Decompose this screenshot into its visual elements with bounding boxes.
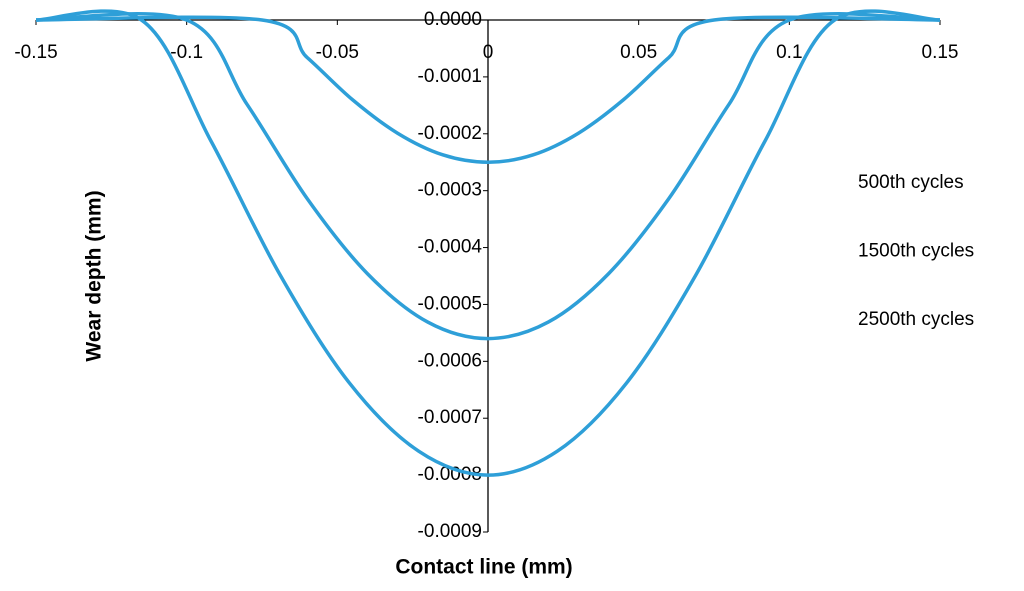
x-tick-label: 0.1 [776, 42, 802, 63]
y-tick-label: -0.0006 [418, 350, 482, 371]
y-tick-label: -0.0009 [418, 521, 482, 542]
y-tick-label: -0.0005 [418, 293, 482, 314]
x-axis-title: Contact line (mm) [395, 556, 572, 579]
y-tick-label: -0.0002 [418, 123, 482, 144]
y-tick-label: -0.0008 [418, 464, 482, 485]
legend-label: 2500th cycles [858, 309, 974, 330]
x-tick-label: -0.1 [170, 42, 203, 63]
y-tick-label: -0.0007 [418, 407, 482, 428]
legend-label: 1500th cycles [858, 241, 974, 262]
y-tick-label: 0.0000 [424, 9, 482, 30]
legend-label: 500th cycles [858, 172, 964, 193]
series-line [35, 9, 941, 477]
x-tick-label: 0 [483, 42, 494, 63]
y-tick-label: -0.0003 [418, 180, 482, 201]
y-axis-title: Wear depth (mm) [83, 190, 106, 361]
x-tick-label: 0.15 [922, 42, 959, 63]
y-tick-label: -0.0004 [418, 237, 483, 258]
x-tick-label: -0.05 [316, 42, 359, 63]
y-tick-label: -0.0001 [418, 66, 482, 87]
x-tick-label: -0.15 [14, 42, 57, 63]
x-tick-label: 0.05 [620, 42, 657, 63]
series-line [35, 12, 941, 341]
series-line [35, 15, 941, 164]
